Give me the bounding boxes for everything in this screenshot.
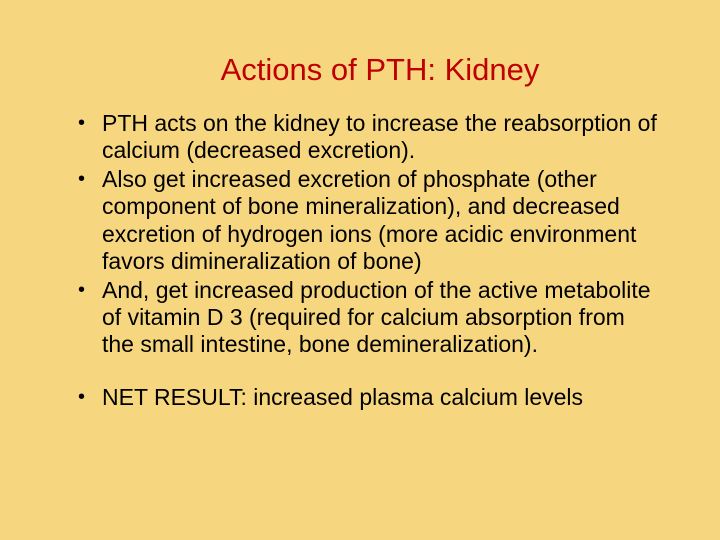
list-item: PTH acts on the kidney to increase the r…: [68, 110, 660, 164]
slide-title: Actions of PTH: Kidney: [0, 0, 720, 110]
result-list: NET RESULT: increased plasma calcium lev…: [68, 384, 660, 411]
list-item: Also get increased excretion of phosphat…: [68, 166, 660, 275]
slide: Actions of PTH: Kidney PTH acts on the k…: [0, 0, 720, 540]
spacer: [68, 360, 660, 384]
list-item: NET RESULT: increased plasma calcium lev…: [68, 384, 660, 411]
bullet-list: PTH acts on the kidney to increase the r…: [68, 110, 660, 358]
slide-body: PTH acts on the kidney to increase the r…: [0, 110, 720, 411]
list-item: And, get increased production of the act…: [68, 277, 660, 358]
